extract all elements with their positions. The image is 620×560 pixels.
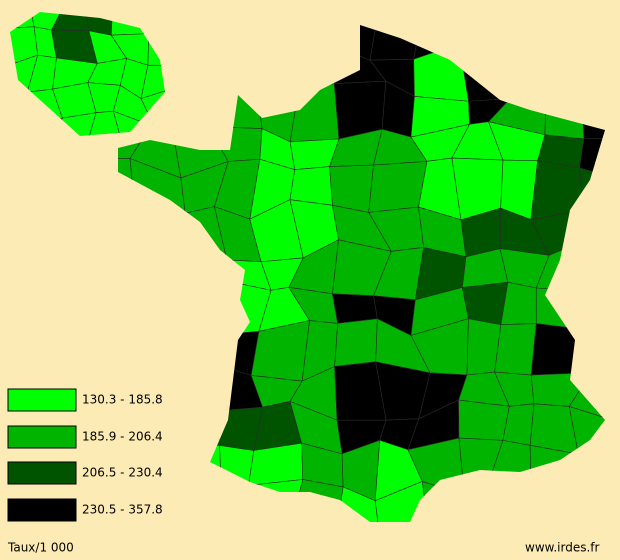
- department: [334, 318, 378, 367]
- department: [289, 166, 333, 206]
- department: [332, 293, 378, 324]
- department: [368, 160, 428, 213]
- department: [329, 164, 374, 213]
- department: [494, 323, 537, 376]
- department: [140, 64, 165, 100]
- legend-swatch: [7, 461, 77, 485]
- legend: 130.3 - 185.8 185.9 - 206.4 206.5 - 230.4 2…: [7, 388, 163, 522]
- legend-label: 185.9 - 206.4: [82, 430, 163, 444]
- department: [458, 399, 510, 441]
- department: [462, 281, 509, 326]
- legend-label: 230.5 - 357.8: [82, 503, 163, 517]
- legend-swatch: [7, 498, 77, 522]
- legend-swatch: [7, 425, 77, 449]
- source-label: www.irdes.fr: [525, 541, 600, 555]
- legend-swatch: [7, 388, 77, 412]
- unit-label: Taux/1 000: [7, 541, 74, 555]
- legend-label: 206.5 - 230.4: [82, 466, 163, 480]
- legend-label: 130.3 - 185.8: [82, 393, 163, 407]
- department: [84, 110, 123, 136]
